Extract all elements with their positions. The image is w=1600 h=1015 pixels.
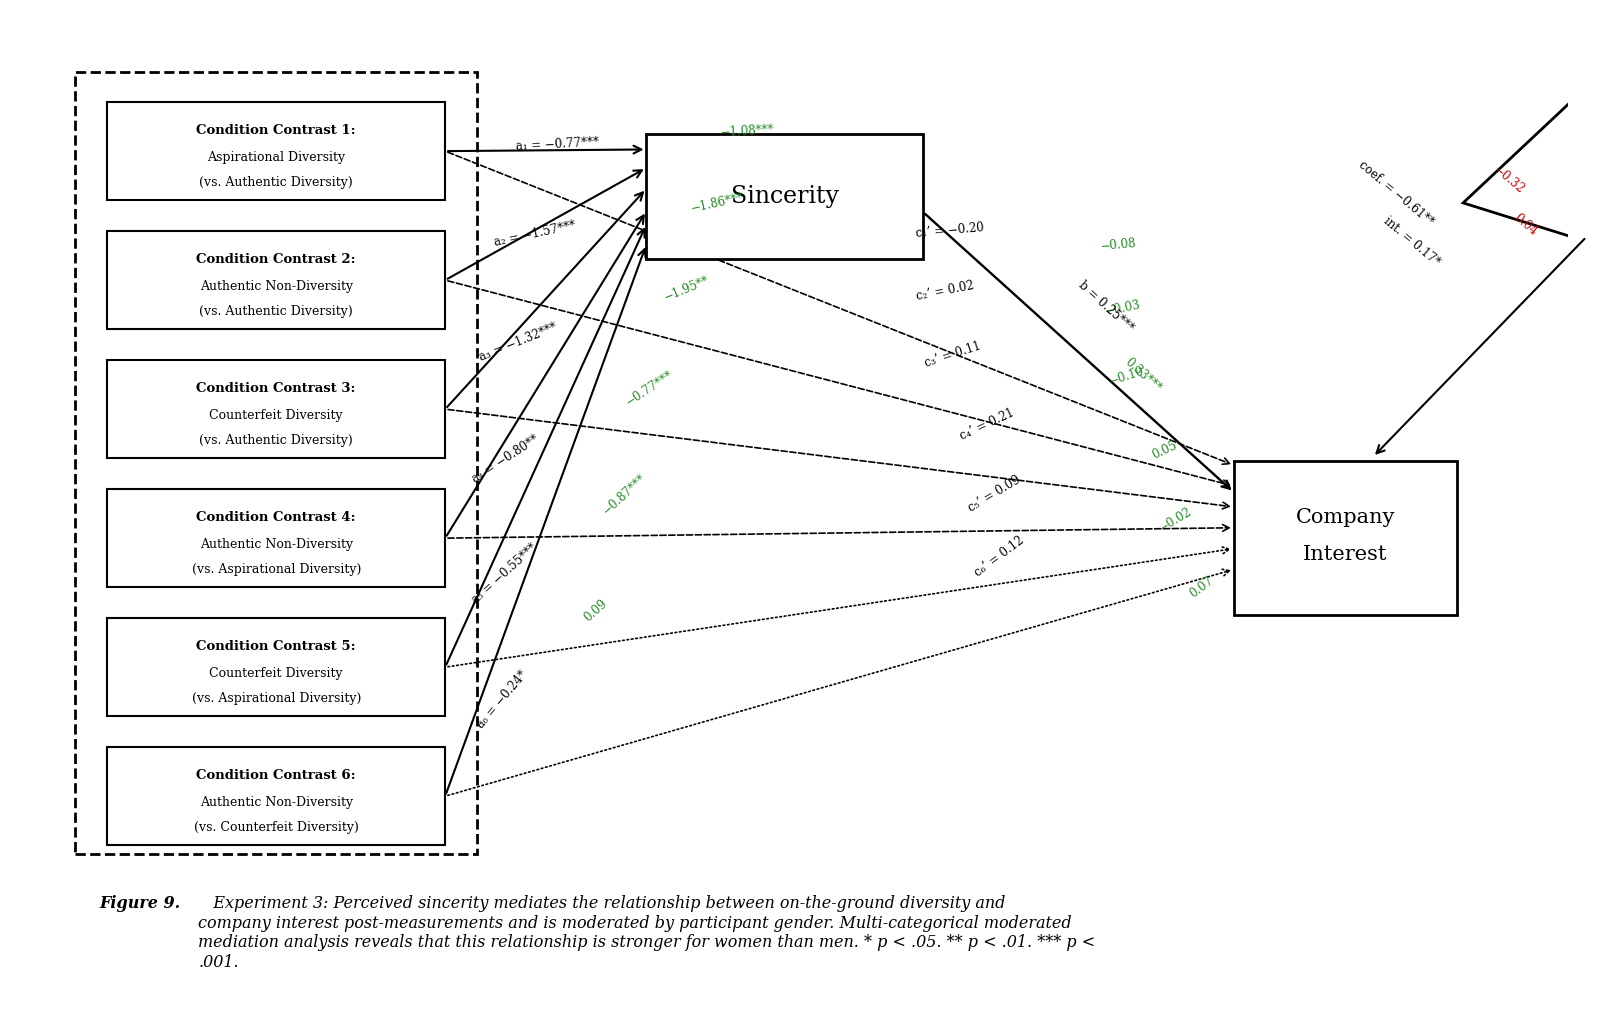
Text: c₂’ = 0.02: c₂’ = 0.02 xyxy=(915,279,976,303)
Text: 0.04: 0.04 xyxy=(1510,212,1539,239)
FancyBboxPatch shape xyxy=(107,360,445,458)
Text: coef. = −0.61**: coef. = −0.61** xyxy=(1357,158,1437,228)
Text: Figure 9.: Figure 9. xyxy=(99,895,181,912)
FancyBboxPatch shape xyxy=(1234,461,1456,615)
Text: c₁’ = −0.20: c₁’ = −0.20 xyxy=(915,221,984,241)
Text: Counterfeit Diversity: Counterfeit Diversity xyxy=(210,409,342,422)
Text: Condition Contrast 3:: Condition Contrast 3: xyxy=(197,382,355,395)
Text: c₆’ = 0.12: c₆’ = 0.12 xyxy=(973,534,1027,580)
Text: Condition Contrast 5:: Condition Contrast 5: xyxy=(197,639,357,653)
Text: Authentic Non-Diversity: Authentic Non-Diversity xyxy=(200,280,352,293)
Text: c₄’ = 0.21: c₄’ = 0.21 xyxy=(958,406,1016,443)
FancyBboxPatch shape xyxy=(107,618,445,717)
Text: −0.08: −0.08 xyxy=(1099,236,1136,253)
Text: Sincerity: Sincerity xyxy=(731,186,838,208)
Text: c₅’ = 0.09: c₅’ = 0.09 xyxy=(966,474,1022,515)
Text: (vs. Counterfeit Diversity): (vs. Counterfeit Diversity) xyxy=(194,821,358,834)
Text: a₅ = −0.55***: a₅ = −0.55*** xyxy=(470,541,541,606)
Text: a₁ = −0.77***: a₁ = −0.77*** xyxy=(515,135,600,153)
Text: Authentic Non-Diversity: Authentic Non-Diversity xyxy=(200,797,352,809)
Text: Counterfeit Diversity: Counterfeit Diversity xyxy=(210,667,342,680)
Text: Condition Contrast 1:: Condition Contrast 1: xyxy=(197,124,357,137)
Text: Company: Company xyxy=(1296,508,1395,527)
Text: 0.07: 0.07 xyxy=(1187,574,1216,601)
Text: 0.05: 0.05 xyxy=(1150,438,1179,462)
Text: Condition Contrast 6:: Condition Contrast 6: xyxy=(197,768,357,782)
Text: a₆ = −0.24*: a₆ = −0.24* xyxy=(474,669,530,731)
Text: 0.09: 0.09 xyxy=(582,598,610,624)
Text: (vs. Aspirational Diversity): (vs. Aspirational Diversity) xyxy=(192,692,362,705)
FancyBboxPatch shape xyxy=(107,747,445,845)
Text: (vs. Authentic Diversity): (vs. Authentic Diversity) xyxy=(200,306,354,319)
Text: −1.95**: −1.95** xyxy=(662,273,710,303)
FancyBboxPatch shape xyxy=(107,489,445,588)
Text: −1.08***: −1.08*** xyxy=(720,123,774,139)
FancyBboxPatch shape xyxy=(107,103,445,200)
FancyBboxPatch shape xyxy=(107,231,445,329)
Text: −0.87***: −0.87*** xyxy=(600,472,650,518)
Text: a₂ = −1.57***: a₂ = −1.57*** xyxy=(493,218,578,249)
Text: (vs. Authentic Diversity): (vs. Authentic Diversity) xyxy=(200,177,354,189)
Text: Condition Contrast 4:: Condition Contrast 4: xyxy=(197,511,357,524)
Text: c₃’ = 0.11: c₃’ = 0.11 xyxy=(923,340,982,370)
Text: −0.02: −0.02 xyxy=(1157,505,1194,535)
Text: b = 0.25***: b = 0.25*** xyxy=(1077,278,1136,334)
Text: a₄ = −0.80**: a₄ = −0.80** xyxy=(470,432,541,486)
Text: −1.86***: −1.86*** xyxy=(690,191,746,215)
FancyBboxPatch shape xyxy=(646,135,923,260)
Text: Interest: Interest xyxy=(1302,545,1387,564)
Text: −0.32: −0.32 xyxy=(1491,163,1526,197)
Text: Aspirational Diversity: Aspirational Diversity xyxy=(206,151,346,164)
Polygon shape xyxy=(1462,52,1600,276)
Text: −0.10: −0.10 xyxy=(1107,364,1146,389)
Text: −0.03: −0.03 xyxy=(1104,298,1142,319)
Text: Condition Contrast 2:: Condition Contrast 2: xyxy=(197,253,357,266)
Text: Experiment 3: Perceived sincerity mediates the relationship between on-the-groun: Experiment 3: Perceived sincerity mediat… xyxy=(198,895,1096,971)
Text: (vs. Aspirational Diversity): (vs. Aspirational Diversity) xyxy=(192,563,362,577)
Text: 0.33***: 0.33*** xyxy=(1123,355,1165,395)
Text: Authentic Non-Diversity: Authentic Non-Diversity xyxy=(200,538,352,551)
Text: a₃ = −1.32***: a₃ = −1.32*** xyxy=(477,320,560,363)
Text: (vs. Authentic Diversity): (vs. Authentic Diversity) xyxy=(200,434,354,448)
Text: int. = 0.17*: int. = 0.17* xyxy=(1381,214,1442,269)
Text: −0.77***: −0.77*** xyxy=(624,367,675,408)
